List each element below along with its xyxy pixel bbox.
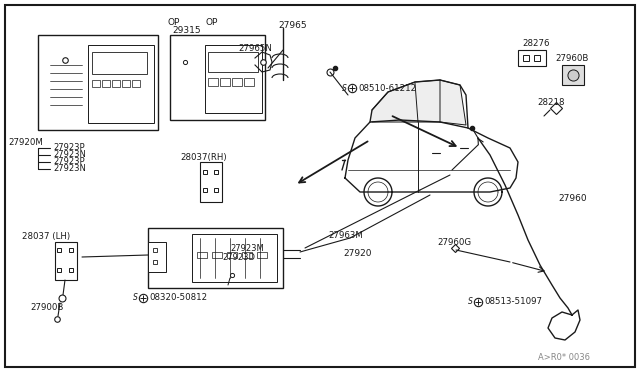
Text: OP: OP <box>205 17 218 26</box>
Text: 27960: 27960 <box>558 193 587 202</box>
Bar <box>212 252 222 258</box>
Text: 27960B: 27960B <box>555 54 588 62</box>
Text: 29315: 29315 <box>172 26 200 35</box>
Bar <box>192 234 277 282</box>
Polygon shape <box>372 80 440 122</box>
Bar <box>92 52 147 74</box>
Bar <box>257 252 267 258</box>
Text: 08320-50812: 08320-50812 <box>149 294 207 302</box>
Text: 28218: 28218 <box>537 97 564 106</box>
Text: 27923D: 27923D <box>222 253 255 262</box>
Text: OP: OP <box>168 17 180 26</box>
Bar <box>244 78 254 86</box>
Bar <box>208 52 258 72</box>
Text: 28276: 28276 <box>522 38 550 48</box>
Text: 27923P: 27923P <box>53 157 84 166</box>
Text: 27920M: 27920M <box>8 138 43 147</box>
Text: 08510-61212: 08510-61212 <box>358 83 416 93</box>
Bar <box>200 162 222 202</box>
Text: 27923M: 27923M <box>230 244 264 253</box>
Bar <box>232 78 242 86</box>
Text: S: S <box>468 298 473 307</box>
Text: S: S <box>342 83 347 93</box>
Bar <box>102 80 110 87</box>
Text: 27965: 27965 <box>278 20 307 29</box>
Text: A>R0* 0036: A>R0* 0036 <box>538 353 590 362</box>
Bar <box>205 45 262 113</box>
Bar <box>562 65 584 85</box>
Text: 27920: 27920 <box>343 248 371 257</box>
Text: 27923N: 27923N <box>53 150 86 158</box>
Text: S: S <box>133 294 138 302</box>
Bar <box>55 242 77 280</box>
Bar <box>132 80 140 87</box>
Bar <box>148 242 166 272</box>
Text: 28037(RH): 28037(RH) <box>180 153 227 161</box>
Bar <box>242 252 252 258</box>
Bar <box>197 252 207 258</box>
Text: 27923P: 27923P <box>53 142 84 151</box>
Text: 28037 (LH): 28037 (LH) <box>22 231 70 241</box>
Bar <box>220 78 230 86</box>
Bar <box>88 45 154 123</box>
Text: 27923N: 27923N <box>53 164 86 173</box>
Bar <box>38 35 158 130</box>
Bar <box>518 50 546 66</box>
Bar <box>227 252 237 258</box>
Text: 27900B: 27900B <box>30 304 63 312</box>
Bar <box>208 78 218 86</box>
Bar <box>148 228 283 288</box>
Polygon shape <box>440 80 466 125</box>
Text: 27963M: 27963M <box>328 231 363 240</box>
Text: 27960G: 27960G <box>437 237 471 247</box>
Bar <box>112 80 120 87</box>
Bar <box>92 80 100 87</box>
Bar <box>170 35 265 120</box>
Text: 27965N: 27965N <box>238 44 272 52</box>
Bar <box>122 80 130 87</box>
Text: 08513-51097: 08513-51097 <box>484 298 542 307</box>
